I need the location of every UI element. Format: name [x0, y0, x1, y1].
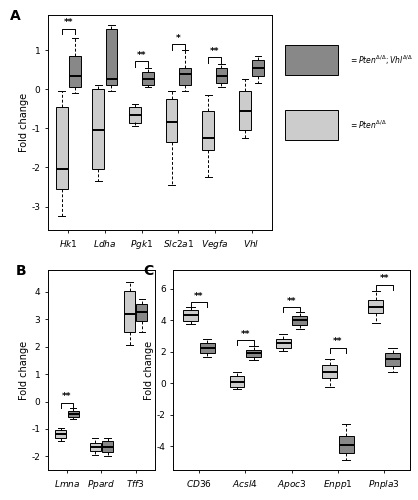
- Text: **: **: [240, 330, 250, 338]
- Bar: [142, 72, 154, 86]
- Text: **: **: [137, 50, 146, 59]
- Text: **: **: [380, 274, 389, 283]
- Text: B: B: [16, 264, 27, 278]
- Bar: [106, 28, 117, 86]
- Bar: [285, 45, 338, 75]
- Y-axis label: Fold change: Fold change: [19, 340, 29, 400]
- Text: **: **: [333, 338, 343, 346]
- Text: A: A: [10, 8, 21, 22]
- Bar: [183, 310, 198, 321]
- Bar: [56, 107, 67, 189]
- Bar: [102, 441, 113, 452]
- Bar: [385, 354, 400, 366]
- Bar: [90, 442, 101, 451]
- Text: $= Pten^{\Delta/\Delta};Vhl^{\Delta/\Delta}$: $= Pten^{\Delta/\Delta};Vhl^{\Delta/\Del…: [349, 54, 414, 67]
- Bar: [124, 290, 135, 332]
- Bar: [322, 366, 337, 378]
- Bar: [276, 338, 291, 348]
- Bar: [368, 300, 383, 314]
- Text: **: **: [62, 392, 72, 402]
- Bar: [200, 343, 215, 353]
- Bar: [69, 56, 81, 88]
- Bar: [166, 99, 178, 142]
- Bar: [285, 110, 338, 140]
- Text: $= Pten^{\Delta/\Delta}$: $= Pten^{\Delta/\Delta}$: [349, 118, 387, 131]
- Bar: [68, 411, 79, 416]
- Bar: [216, 68, 227, 84]
- Text: *: *: [176, 34, 181, 42]
- Bar: [136, 304, 148, 320]
- Text: **: **: [210, 46, 219, 56]
- Text: **: **: [194, 292, 204, 301]
- Bar: [239, 91, 251, 130]
- Text: **: **: [64, 18, 73, 27]
- Text: **: **: [287, 296, 296, 306]
- Bar: [229, 376, 244, 386]
- Text: C: C: [143, 264, 153, 278]
- Bar: [129, 107, 141, 122]
- Bar: [55, 430, 66, 438]
- Bar: [179, 68, 191, 86]
- Bar: [339, 436, 354, 454]
- Y-axis label: Fold change: Fold change: [144, 340, 154, 400]
- Y-axis label: Fold change: Fold change: [19, 93, 29, 152]
- Bar: [202, 111, 214, 150]
- Bar: [246, 350, 261, 356]
- Bar: [92, 90, 104, 170]
- Bar: [252, 60, 264, 76]
- Bar: [293, 316, 307, 325]
